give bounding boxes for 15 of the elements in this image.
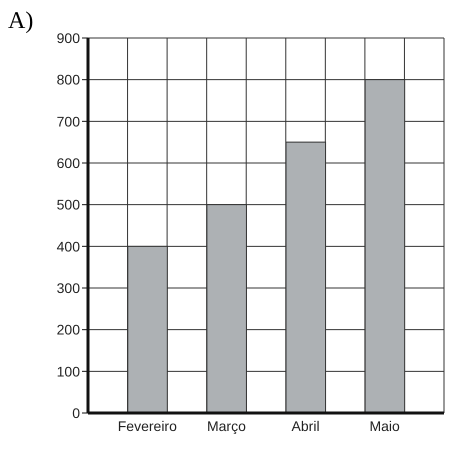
y-tick-label: 500 — [56, 196, 80, 213]
y-tick-label: 700 — [56, 113, 80, 130]
y-tick-label: 600 — [56, 154, 80, 171]
x-tick-label: Fevereiro — [118, 418, 178, 434]
chart-title: A) — [8, 8, 34, 35]
y-tick-label: 100 — [56, 363, 80, 380]
y-tick-label: 900 — [56, 30, 80, 46]
y-tick-label: 200 — [56, 322, 80, 338]
y-tick-label: 400 — [56, 238, 80, 254]
x-tick-label: Abril — [292, 418, 320, 434]
x-tick-label: Março — [206, 418, 246, 434]
y-tick-label: 0 — [72, 404, 80, 421]
y-tick-label: 800 — [56, 72, 80, 88]
x-tick-label: Maio — [369, 418, 400, 434]
y-tick-label: 300 — [56, 280, 80, 296]
